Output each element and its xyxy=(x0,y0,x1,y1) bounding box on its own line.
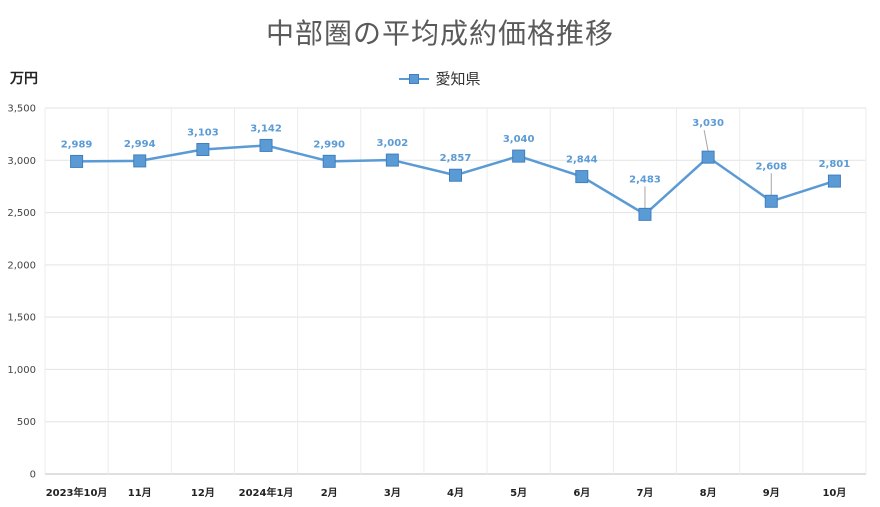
y-tick-label: 2,000 xyxy=(7,260,36,271)
data-label: 3,103 xyxy=(187,128,219,139)
y-tick-label: 2,500 xyxy=(7,208,36,219)
x-tick-label: 5月 xyxy=(510,487,527,499)
data-point-marker xyxy=(512,149,526,163)
data-point-marker xyxy=(575,170,589,184)
x-tick-label: 2024年1月 xyxy=(239,486,294,499)
legend[interactable]: 愛知県 xyxy=(0,68,880,89)
x-tick-label: 8月 xyxy=(700,487,717,499)
data-label: 2,990 xyxy=(313,139,345,150)
x-tick-label: 2023年10月 xyxy=(46,486,108,499)
x-tick-label: 11月 xyxy=(128,487,152,499)
data-point-marker xyxy=(322,154,336,168)
data-point-marker xyxy=(449,168,462,182)
data-label: 2,801 xyxy=(819,159,851,170)
x-tick-label: 9月 xyxy=(763,487,780,499)
data-label: 3,002 xyxy=(377,138,409,149)
data-point-marker xyxy=(764,194,778,208)
data-point-marker xyxy=(827,174,841,188)
data-point-marker xyxy=(385,153,399,167)
data-point-marker xyxy=(701,150,715,164)
y-tick-label: 1,500 xyxy=(7,313,36,324)
data-point-marker xyxy=(259,138,273,152)
data-label: 2,989 xyxy=(61,139,93,150)
data-point-marker xyxy=(196,143,210,157)
x-tick-label: 4月 xyxy=(447,487,464,499)
legend-marker-icon xyxy=(399,72,430,86)
y-tick-label: 3,000 xyxy=(7,156,36,167)
data-label: 3,040 xyxy=(503,134,535,145)
data-label: 2,483 xyxy=(629,174,661,185)
x-tick-label: 2月 xyxy=(321,487,338,499)
data-label: 3,030 xyxy=(692,118,724,129)
x-tick-label: 10月 xyxy=(822,487,846,499)
y-tick-label: 0 xyxy=(30,470,36,481)
x-tick-label: 12月 xyxy=(191,487,215,499)
data-point-marker xyxy=(70,154,84,168)
data-label: 3,142 xyxy=(250,123,282,134)
data-point-marker xyxy=(638,207,652,221)
x-tick-label: 3月 xyxy=(384,487,401,499)
legend-label: 愛知県 xyxy=(435,70,481,88)
y-tick-label: 3,500 xyxy=(7,104,36,115)
data-point-marker xyxy=(133,154,147,168)
data-label-leader xyxy=(703,130,709,152)
y-axis-unit-label: 万円 xyxy=(10,71,38,87)
x-tick-label: 7月 xyxy=(636,487,653,499)
x-tick-label: 6月 xyxy=(573,487,590,499)
data-label: 2,994 xyxy=(124,139,156,150)
data-label: 2,844 xyxy=(566,155,598,166)
data-label: 2,857 xyxy=(440,153,472,164)
chart-title: 中部圏の平均成約価格推移 xyxy=(265,17,614,50)
data-label: 2,608 xyxy=(755,161,787,172)
y-tick-label: 500 xyxy=(17,417,36,428)
y-tick-label: 1,000 xyxy=(7,365,36,376)
